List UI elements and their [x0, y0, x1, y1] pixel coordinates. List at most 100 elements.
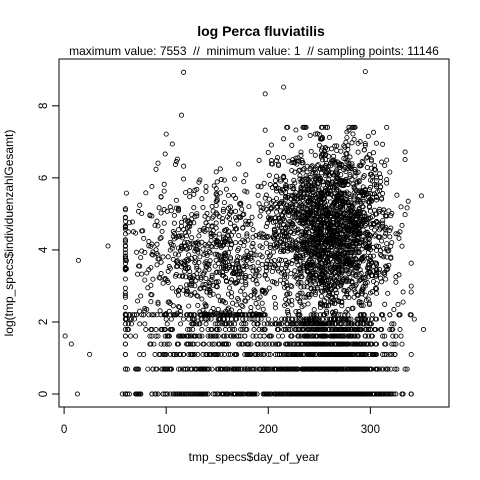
- data-point: [158, 210, 164, 216]
- data-point: [312, 152, 318, 158]
- data-point: [317, 199, 323, 205]
- data-point: [87, 351, 93, 357]
- data-point: [331, 216, 337, 222]
- data-point: [334, 143, 340, 149]
- data-point: [189, 366, 195, 372]
- data-point: [299, 304, 305, 310]
- data-point: [365, 326, 371, 333]
- data-point: [289, 333, 295, 339]
- data-point: [203, 184, 209, 190]
- data-point: [324, 286, 331, 292]
- data-point: [383, 366, 389, 372]
- data-point: [361, 312, 367, 318]
- data-point: [176, 273, 183, 279]
- data-point: [188, 333, 194, 339]
- data-point: [145, 285, 151, 291]
- data-point: [231, 333, 237, 339]
- data-point: [240, 304, 246, 310]
- data-point: [255, 192, 261, 198]
- data-point: [122, 255, 128, 261]
- data-point: [326, 237, 333, 243]
- data-point: [232, 223, 238, 229]
- data-point: [300, 366, 306, 372]
- data-point: [225, 192, 232, 198]
- data-point: [306, 316, 312, 322]
- data-point: [359, 288, 365, 294]
- data-point: [356, 366, 362, 372]
- data-point: [202, 260, 208, 266]
- data-point: [280, 216, 286, 223]
- data-point: [238, 333, 244, 339]
- data-point: [135, 298, 141, 304]
- data-point: [297, 173, 303, 179]
- data-point: [188, 292, 194, 298]
- data-point: [360, 197, 366, 203]
- data-point: [292, 366, 298, 372]
- data-point: [187, 194, 193, 200]
- data-point: [400, 391, 406, 397]
- data-point: [219, 272, 225, 278]
- data-point: [181, 316, 187, 322]
- data-point: [221, 238, 227, 244]
- data-point: [285, 341, 291, 347]
- data-point: [192, 187, 198, 193]
- data-point: [326, 290, 333, 296]
- data-point: [122, 237, 128, 243]
- data-point: [364, 191, 370, 197]
- data-point: [319, 151, 325, 157]
- data-point: [122, 333, 128, 339]
- data-point: [373, 140, 380, 146]
- data-point: [192, 283, 198, 289]
- data-point: [233, 265, 239, 271]
- data-point: [387, 234, 393, 240]
- data-point: [376, 243, 382, 250]
- data-point: [266, 264, 272, 270]
- data-point: [277, 200, 284, 206]
- data-point: [344, 215, 350, 221]
- data-point: [191, 205, 197, 211]
- data-point: [183, 391, 189, 397]
- x-tick-label: 0: [61, 424, 67, 436]
- data-point: [305, 292, 311, 298]
- data-point: [322, 203, 329, 209]
- data-point: [181, 226, 187, 233]
- data-point: [179, 391, 186, 397]
- data-point: [181, 163, 187, 169]
- data-point: [310, 254, 316, 260]
- data-point: [258, 184, 264, 190]
- data-point: [289, 316, 295, 322]
- data-point: [194, 366, 200, 372]
- data-point: [367, 232, 373, 239]
- data-point: [154, 218, 160, 224]
- data-point: [292, 268, 298, 274]
- data-point: [296, 351, 302, 358]
- data-point: [320, 213, 326, 219]
- data-point: [166, 341, 172, 347]
- data-point: [341, 228, 347, 234]
- data-point: [187, 326, 193, 333]
- data-point: [302, 321, 308, 327]
- data-point: [337, 236, 343, 242]
- data-point: [339, 366, 345, 372]
- data-point: [196, 259, 202, 265]
- data-point: [274, 204, 281, 210]
- data-point: [195, 293, 201, 299]
- data-point: [382, 333, 388, 339]
- data-point: [303, 124, 309, 130]
- data-point: [232, 326, 238, 333]
- data-point: [241, 321, 247, 327]
- data-point: [204, 210, 210, 216]
- data-point: [269, 279, 275, 285]
- data-point: [306, 351, 312, 358]
- data-point: [255, 312, 261, 318]
- data-point: [232, 176, 238, 182]
- data-point: [272, 182, 278, 188]
- data-point: [234, 280, 240, 286]
- data-point: [248, 341, 254, 347]
- data-point: [264, 234, 270, 241]
- data-point: [337, 351, 343, 358]
- data-point: [352, 186, 358, 192]
- data-point: [159, 366, 165, 372]
- data-point: [125, 229, 131, 235]
- data-point: [295, 237, 301, 243]
